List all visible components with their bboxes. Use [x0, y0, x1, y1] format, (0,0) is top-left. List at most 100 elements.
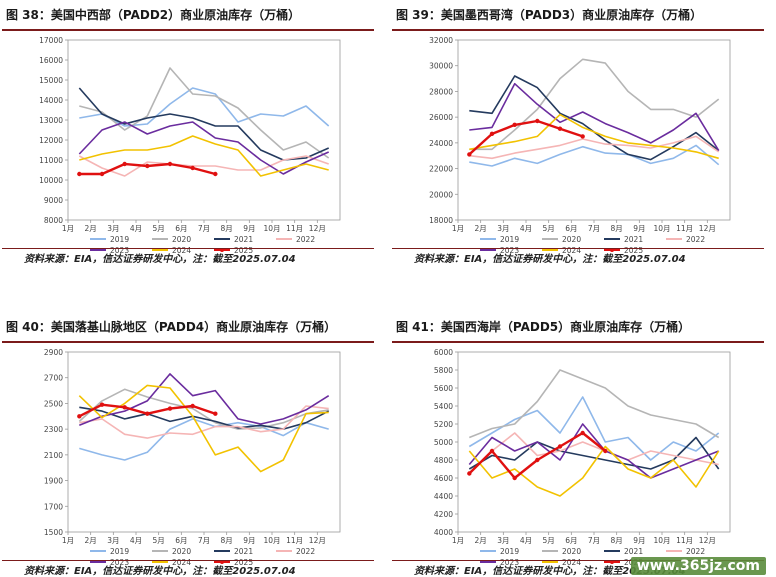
- x-tick-label: 10月: [653, 224, 670, 233]
- y-tick-label: 4000: [434, 528, 453, 537]
- data-point-2025: [467, 152, 472, 157]
- legend-marker-2025: [610, 248, 614, 252]
- x-tick-label: 4月: [130, 224, 142, 233]
- x-tick-label: 7月: [198, 224, 210, 233]
- y-tick-label: 12000: [39, 136, 63, 145]
- x-tick-label: 8月: [221, 224, 233, 233]
- series-line-2024: [79, 135, 329, 177]
- data-point-2025: [580, 430, 585, 436]
- data-point-2025: [145, 411, 150, 416]
- data-point-2025: [557, 444, 563, 449]
- data-point-2025: [489, 131, 495, 137]
- legend-label-2023: 2023: [500, 246, 519, 255]
- title-rule: [2, 29, 374, 31]
- x-tick-label: 7月: [198, 536, 210, 545]
- source-note: 资料来源：EIA，信达证券研发中心，注：截至2025.07.04: [24, 566, 296, 577]
- y-tick-label: 18000: [429, 216, 453, 225]
- series-line-2019: [79, 418, 329, 461]
- chart-title: 图 40：美国落基山脉地区（PADD4）商业原油库存（万桶）: [6, 320, 337, 334]
- legend-label-2020: 2020: [562, 235, 581, 244]
- legend-label-2023: 2023: [500, 558, 519, 567]
- data-point-2025: [512, 122, 517, 128]
- data-point-2025: [77, 171, 82, 177]
- source-note: 资料来源：EIA，信达证券研发中心，注：截至2025.07.04: [414, 566, 686, 577]
- source-rule: [392, 560, 764, 561]
- y-tick-label: 26000: [429, 113, 453, 122]
- x-tick-label: 6月: [565, 536, 577, 545]
- y-tick-label: 2900: [44, 348, 63, 357]
- y-tick-label: 8000: [44, 216, 63, 225]
- chart-panel-padd2: 图 38：美国中西部（PADD2）商业原油库存（万桶） 8000 9000 1000…: [2, 4, 374, 265]
- data-point-2025: [213, 411, 218, 416]
- series-line-2022: [79, 405, 329, 439]
- y-tick-label: 11000: [39, 156, 63, 165]
- data-point-2025: [122, 405, 127, 410]
- y-tick-label: 5200: [434, 420, 453, 429]
- series-line-2019: [468, 396, 720, 461]
- x-tick-label: 5月: [153, 536, 165, 545]
- x-tick-label: 12月: [309, 224, 326, 233]
- legend-label-2019: 2019: [500, 235, 519, 244]
- x-tick-label: 12月: [309, 536, 326, 545]
- legend-label-2025: 2025: [234, 246, 253, 255]
- legend-label-2021: 2021: [624, 547, 643, 556]
- data-point-2025: [99, 171, 105, 177]
- source-rule: [2, 248, 374, 249]
- x-tick-label: 9月: [243, 536, 255, 545]
- legend-label-2019: 2019: [110, 235, 129, 244]
- series-line-2024: [468, 445, 720, 497]
- x-tick-label: 9月: [633, 224, 645, 233]
- legend-label-2019: 2019: [110, 547, 129, 556]
- y-tick-label: 16000: [39, 56, 63, 65]
- series-line-2020: [78, 388, 329, 430]
- series-line-2024: [469, 113, 719, 160]
- x-tick-label: 4月: [520, 224, 532, 233]
- legend-label-2022: 2022: [686, 547, 705, 556]
- data-point-2025: [489, 448, 495, 454]
- legend-label-2025: 2025: [624, 246, 643, 255]
- x-tick-label: 1月: [452, 536, 464, 545]
- title-rule: [392, 341, 764, 343]
- y-tick-label: 5800: [434, 366, 453, 375]
- legend-label-2021: 2021: [624, 235, 643, 244]
- x-tick-label: 9月: [243, 224, 255, 233]
- data-point-2025: [535, 457, 540, 463]
- y-tick-label: 2700: [44, 374, 63, 383]
- x-tick-label: 5月: [153, 224, 165, 233]
- chart-panel-padd3: 图 39：美国墨西哥湾（PADD3）商业原油库存（万桶） 18000 20000 2…: [392, 4, 764, 265]
- y-tick-label: 1900: [44, 477, 63, 486]
- y-tick-label: 1700: [44, 502, 63, 511]
- legend-label-2020: 2020: [172, 235, 191, 244]
- legend-label-2023: 2023: [110, 246, 129, 255]
- x-tick-label: 5月: [543, 224, 555, 233]
- legend-label-2024: 2024: [172, 246, 191, 255]
- series-line-2023: [468, 423, 719, 479]
- x-tick-label: 4月: [520, 536, 532, 545]
- x-tick-label: 10月: [263, 224, 280, 233]
- y-tick-label: 4600: [434, 474, 453, 483]
- y-tick-label: 5000: [434, 438, 453, 447]
- legend-label-2022: 2022: [686, 235, 705, 244]
- data-point-2025: [99, 402, 105, 407]
- chart-title: 图 38：美国中西部（PADD2）商业原油库存（万桶）: [6, 8, 301, 22]
- x-tick-label: 5月: [543, 536, 555, 545]
- chart-title: 图 41：美国西海岸（PADD5）商业原油库存（万桶）: [396, 320, 691, 334]
- data-point-2025: [190, 165, 195, 171]
- data-point-2025: [512, 475, 517, 481]
- x-tick-label: 11月: [286, 224, 303, 233]
- data-point-2025: [167, 161, 173, 167]
- y-tick-label: 28000: [429, 87, 453, 96]
- legend-marker-2025: [220, 560, 224, 564]
- legend-label-2024: 2024: [562, 246, 581, 255]
- x-tick-label: 8月: [611, 536, 623, 545]
- legend-label-2021: 2021: [234, 547, 253, 556]
- source-rule: [2, 560, 374, 561]
- x-tick-label: 3月: [107, 224, 119, 233]
- x-tick-label: 4月: [130, 536, 142, 545]
- x-tick-label: 10月: [653, 536, 670, 545]
- y-tick-label: 4400: [434, 492, 453, 501]
- legend-label-2023: 2023: [110, 558, 129, 567]
- chart-panel-padd5: 图 41：美国西海岸（PADD5）商业原油库存（万桶） 4000 4200 4400…: [392, 316, 764, 577]
- data-point-2025: [580, 134, 585, 139]
- y-tick-label: 13000: [39, 116, 63, 125]
